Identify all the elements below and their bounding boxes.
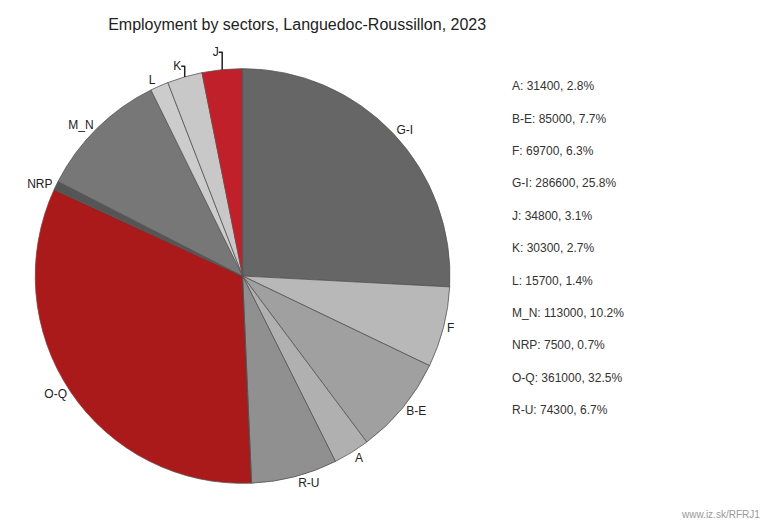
svg-text:O-Q: O-Q <box>44 387 67 401</box>
svg-text:B-E: 85000, 7.7%: B-E: 85000, 7.7% <box>512 112 606 126</box>
svg-text:K: 30300, 2.7%: K: 30300, 2.7% <box>512 241 594 255</box>
svg-text:L: L <box>149 73 156 87</box>
svg-text:F: 69700, 6.3%: F: 69700, 6.3% <box>512 144 594 158</box>
svg-text:A: A <box>355 451 363 465</box>
svg-text:G-I: 286600, 25.8%: G-I: 286600, 25.8% <box>512 176 616 190</box>
svg-text:R-U: 74300, 6.7%: R-U: 74300, 6.7% <box>512 403 608 417</box>
svg-text:J: 34800, 3.1%: J: 34800, 3.1% <box>512 209 592 223</box>
svg-text:Employment by sectors, Langued: Employment by sectors, Languedoc-Roussil… <box>108 16 486 33</box>
svg-text:K: K <box>173 59 181 73</box>
svg-text:M_N: 113000, 10.2%: M_N: 113000, 10.2% <box>512 306 624 320</box>
svg-text:J: J <box>213 45 219 59</box>
svg-text:O-Q: 361000, 32.5%: O-Q: 361000, 32.5% <box>512 371 622 385</box>
svg-text:M_N: M_N <box>68 118 93 132</box>
svg-text:B-E: B-E <box>406 404 426 418</box>
svg-text:A: 31400, 2.8%: A: 31400, 2.8% <box>512 79 594 93</box>
svg-text:www.iz.sk/RFRJ1: www.iz.sk/RFRJ1 <box>681 509 760 520</box>
svg-text:NRP: NRP <box>27 177 52 191</box>
svg-text:R-U: R-U <box>298 476 319 490</box>
svg-text:NRP: 7500, 0.7%: NRP: 7500, 0.7% <box>512 338 605 352</box>
svg-text:F: F <box>447 321 454 335</box>
svg-text:G-I: G-I <box>397 123 414 137</box>
svg-text:L: 15700, 1.4%: L: 15700, 1.4% <box>512 274 593 288</box>
